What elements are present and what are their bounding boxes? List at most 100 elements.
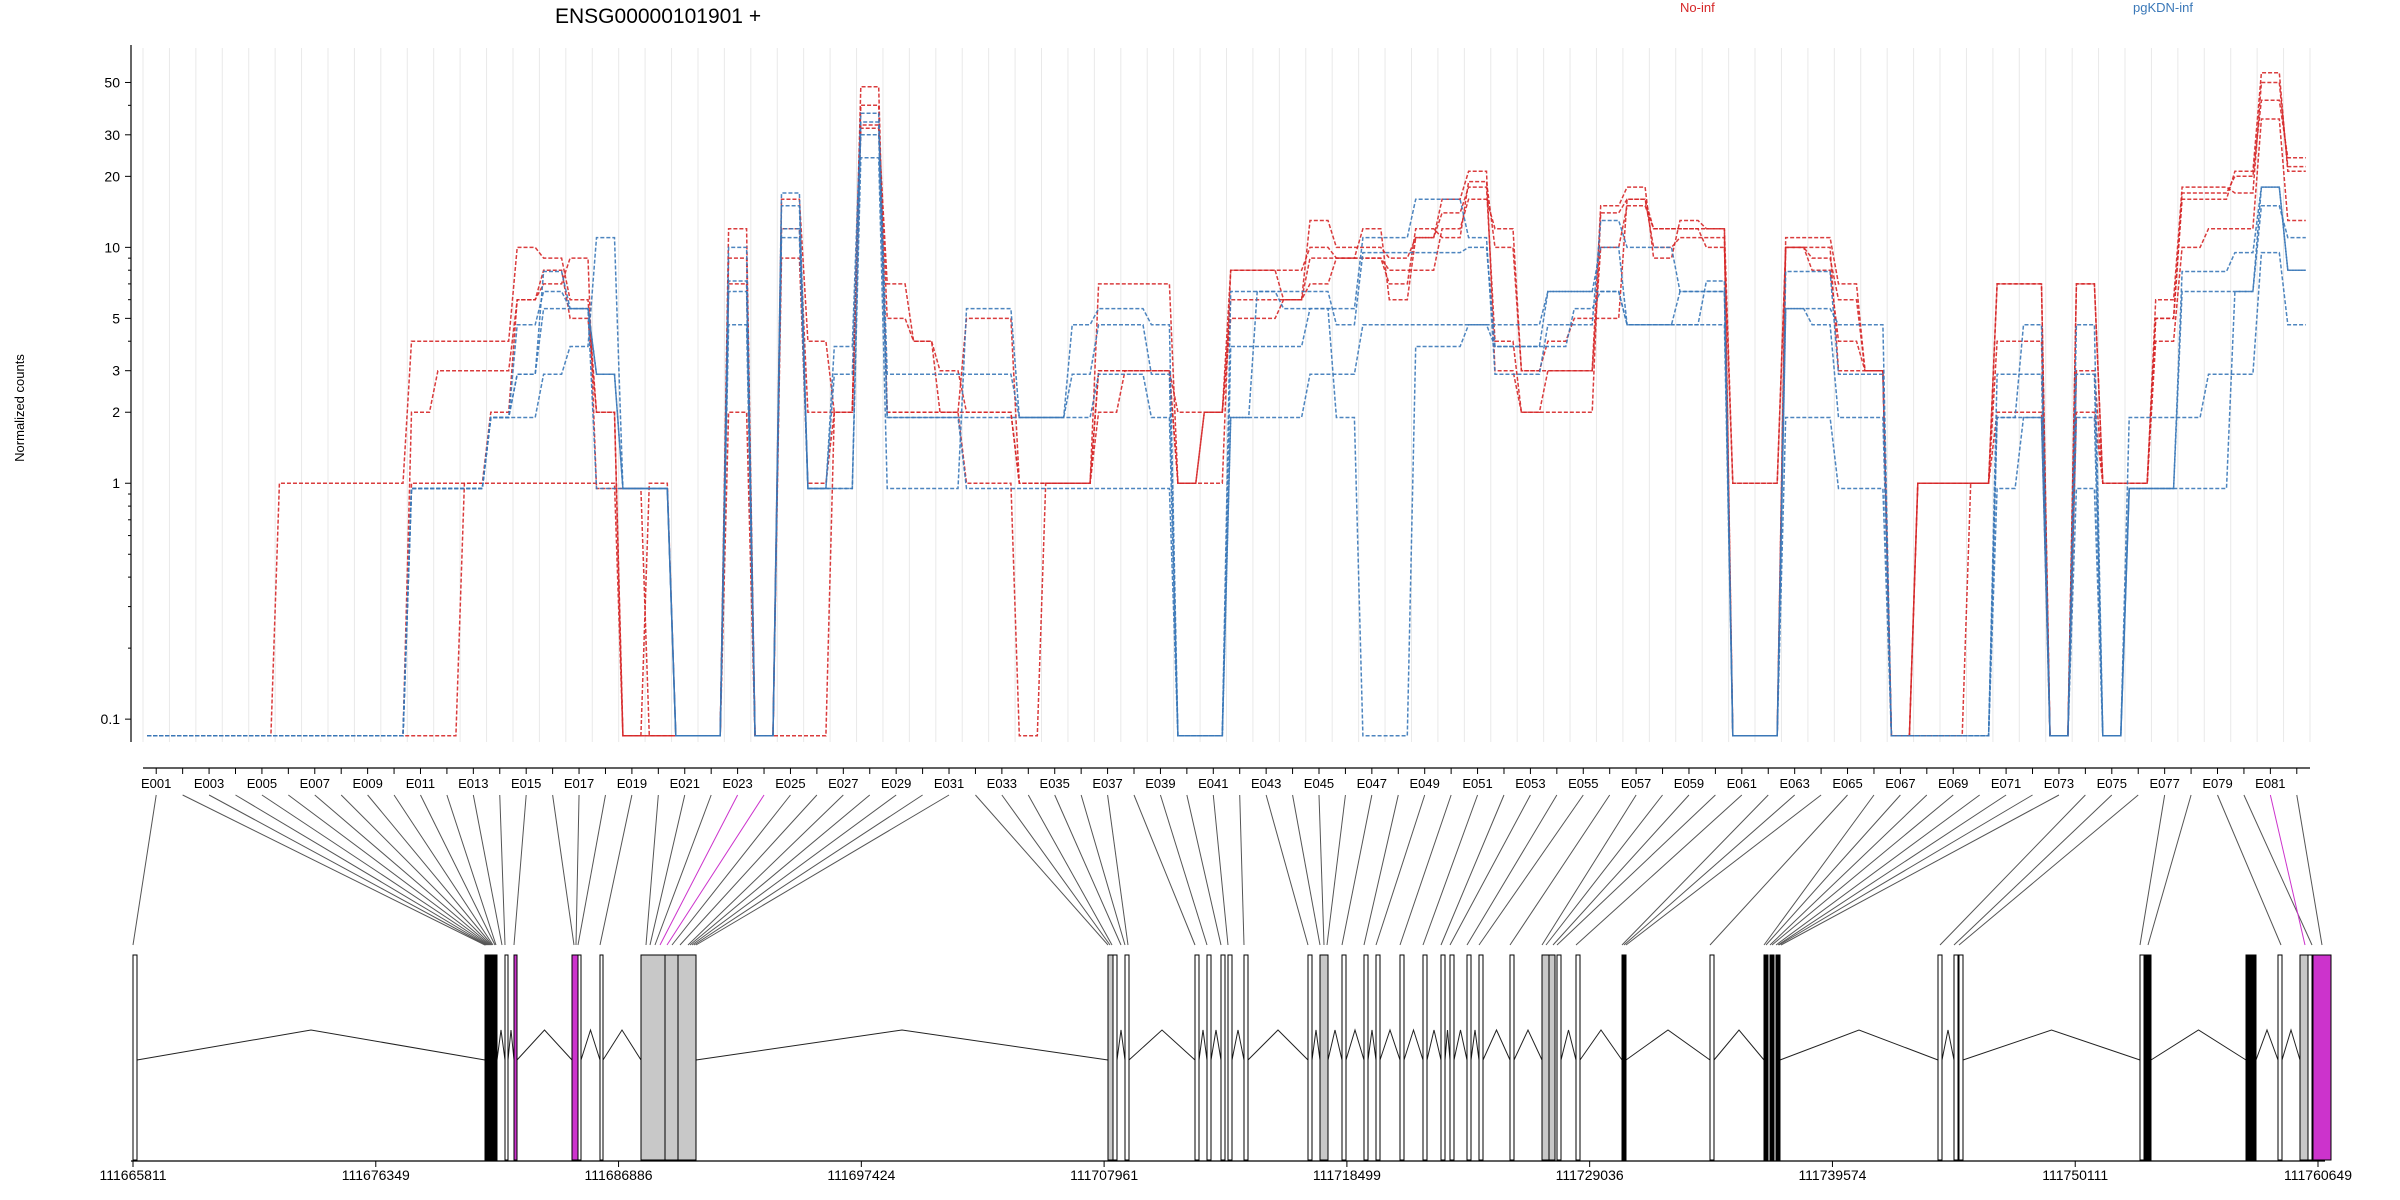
exon-box (677, 954, 697, 1161)
intron-line (1327, 1029, 1343, 1061)
exon-box (664, 954, 679, 1161)
x-axis-ticks: E001 E003 E005 E007 E009 E011 E013 E015 E017 E019… (141, 768, 2298, 791)
connector-line (1765, 794, 1901, 946)
exon-box (1422, 954, 1428, 1161)
exon-box (1307, 954, 1313, 1161)
exon-box (1556, 954, 1562, 1161)
connector-line (235, 794, 488, 946)
intron-line (2150, 1029, 2247, 1061)
connector-line (1780, 794, 2060, 946)
x-tick-label: E037 (1092, 776, 1122, 791)
connector-line (499, 794, 506, 946)
connector-line (1958, 794, 2139, 946)
intron-line (602, 1029, 642, 1061)
connector-line (446, 794, 497, 946)
exon-box (132, 954, 138, 1161)
series-lines (147, 71, 2306, 737)
connector-line (1545, 794, 1663, 946)
intron-line (1625, 1029, 1711, 1061)
genomic-tick-label: 111665811 (100, 1167, 167, 1183)
intron-line (2281, 1028, 2301, 1061)
intron-line (1426, 1029, 1442, 1061)
x-tick-label: E035 (1040, 776, 1070, 791)
y-tick-label: 1 (112, 475, 120, 491)
y-tick-label: 0.1 (101, 711, 121, 727)
x-tick-label: E019 (617, 776, 647, 791)
intron-line (580, 1028, 601, 1061)
intron-line (1367, 1029, 1377, 1061)
x-tick-label: E015 (511, 776, 541, 791)
connector-line (2139, 794, 2166, 946)
x-tick-label: E069 (1938, 776, 1968, 791)
x-tick-label: E061 (1727, 776, 1757, 791)
connector-line (393, 794, 494, 946)
connector-line (1621, 794, 1769, 946)
x-tick-label: E075 (2097, 776, 2127, 791)
intron-line (1231, 1029, 1245, 1061)
exon-box (484, 954, 489, 1161)
connector-line (340, 794, 492, 946)
exon-box (1958, 954, 1964, 1161)
genomic-tick-label: 111760649 (2284, 1167, 2352, 1183)
exon-box (2299, 954, 2309, 1161)
y-axis-ticks: 0.1 1 2 3 5 10 20 30 50 (101, 74, 131, 727)
x-tick-label: E001 (141, 776, 171, 791)
connector-line (695, 794, 950, 946)
intron-line (1116, 1029, 1126, 1061)
exon-box (1220, 954, 1226, 1161)
exon-box (1124, 954, 1130, 1161)
x-tick-label: E057 (1621, 776, 1651, 791)
x-tick-label: E053 (1515, 776, 1545, 791)
connector-line (1552, 794, 1690, 946)
connector-line (314, 794, 491, 946)
connector-line (367, 794, 493, 946)
connector-line (1778, 794, 2033, 946)
connector-line (2269, 794, 2306, 946)
x-tick-label: E039 (1145, 776, 1175, 791)
series-line (147, 134, 2306, 737)
connector-line (666, 794, 765, 946)
connector-line (1399, 794, 1452, 946)
x-tick-label: E029 (881, 776, 911, 791)
x-tick-label: E063 (1779, 776, 1809, 791)
x-tick-label: E043 (1251, 776, 1281, 791)
x-tick-label: E021 (670, 776, 700, 791)
exon-box (599, 954, 604, 1161)
exon-box (1478, 954, 1484, 1161)
connector-line (1625, 794, 1822, 946)
connector-line (1212, 794, 1229, 946)
connector-line (687, 794, 844, 946)
connector-line (1623, 794, 1796, 946)
series-line (147, 81, 2306, 737)
exon-box (1937, 954, 1943, 1161)
genomic-axis-ticks: 111665811 111676349 111686886 111697424 1117… (100, 1161, 2352, 1183)
genomic-tick-label: 111676349 (342, 1167, 410, 1183)
connector-line (671, 794, 791, 946)
x-tick-label: E077 (2149, 776, 2179, 791)
intron-line (1713, 1029, 1765, 1061)
x-tick-label: E027 (828, 776, 858, 791)
connector-line (2217, 794, 2282, 946)
exon-box (2277, 954, 2283, 1161)
intron-line (1210, 1029, 1222, 1061)
y-tick-label: 2 (112, 404, 120, 420)
connector-line (1027, 794, 1113, 946)
connector-line (2243, 794, 2313, 946)
connector-line (1953, 794, 2113, 946)
y-tick-label: 3 (112, 363, 120, 379)
exon-box (1548, 954, 1556, 1161)
exon-box (1107, 954, 1114, 1161)
intron-line (2255, 1028, 2279, 1061)
exon-box (1319, 954, 1329, 1161)
x-tick-label: E055 (1568, 776, 1598, 791)
connector-line (599, 794, 633, 946)
connector-line (1509, 794, 1611, 946)
connector-line (261, 794, 489, 946)
exon-box (1769, 954, 1775, 1161)
exon-box (1399, 954, 1405, 1161)
exon-box (1440, 954, 1446, 1161)
connector-line (552, 794, 575, 946)
x-tick-label: E071 (1991, 776, 2021, 791)
intron-line (1345, 1028, 1365, 1061)
